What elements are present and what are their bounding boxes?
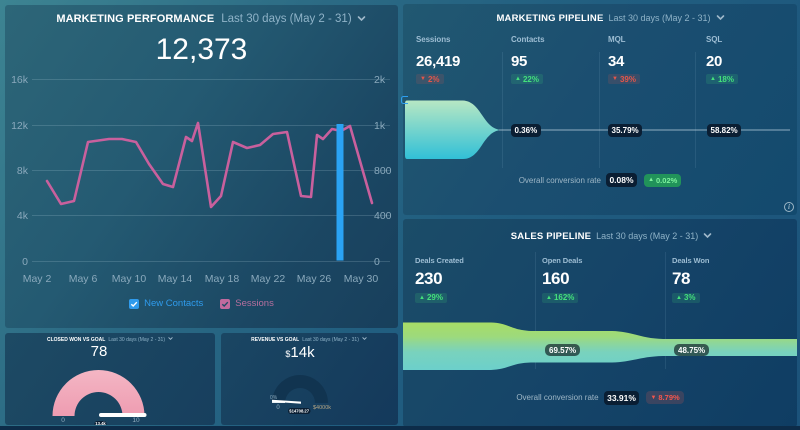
svg-text:May 14: May 14 [158, 273, 193, 285]
svg-text:0: 0 [276, 405, 280, 411]
svg-text:12k: 12k [11, 120, 29, 132]
svg-text:May 18: May 18 [205, 273, 240, 285]
svg-text:400: 400 [374, 210, 392, 222]
svg-text:May 22: May 22 [251, 273, 286, 285]
svg-text:May 2: May 2 [23, 273, 52, 285]
svg-text:May 26: May 26 [297, 273, 332, 285]
svg-text:2k: 2k [374, 74, 386, 86]
svg-text:1k: 1k [374, 120, 386, 132]
svg-text:4k: 4k [17, 210, 29, 222]
svg-text:8k: 8k [17, 165, 29, 177]
svg-text:0: 0 [61, 417, 65, 424]
svg-text:0: 0 [22, 256, 28, 268]
svg-text:May 6: May 6 [69, 273, 98, 285]
svg-text:$14708.27: $14708.27 [289, 409, 309, 414]
svg-text:13.4k: 13.4k [95, 421, 106, 425]
svg-text:$4000k: $4000k [313, 405, 331, 411]
svg-text:800: 800 [374, 165, 392, 177]
svg-text:May 30: May 30 [344, 273, 379, 285]
svg-text:10: 10 [132, 417, 140, 424]
svg-text:May 10: May 10 [112, 273, 147, 285]
svg-text:0%: 0% [270, 395, 278, 401]
svg-text:0: 0 [374, 256, 380, 268]
svg-text:16k: 16k [11, 74, 29, 86]
